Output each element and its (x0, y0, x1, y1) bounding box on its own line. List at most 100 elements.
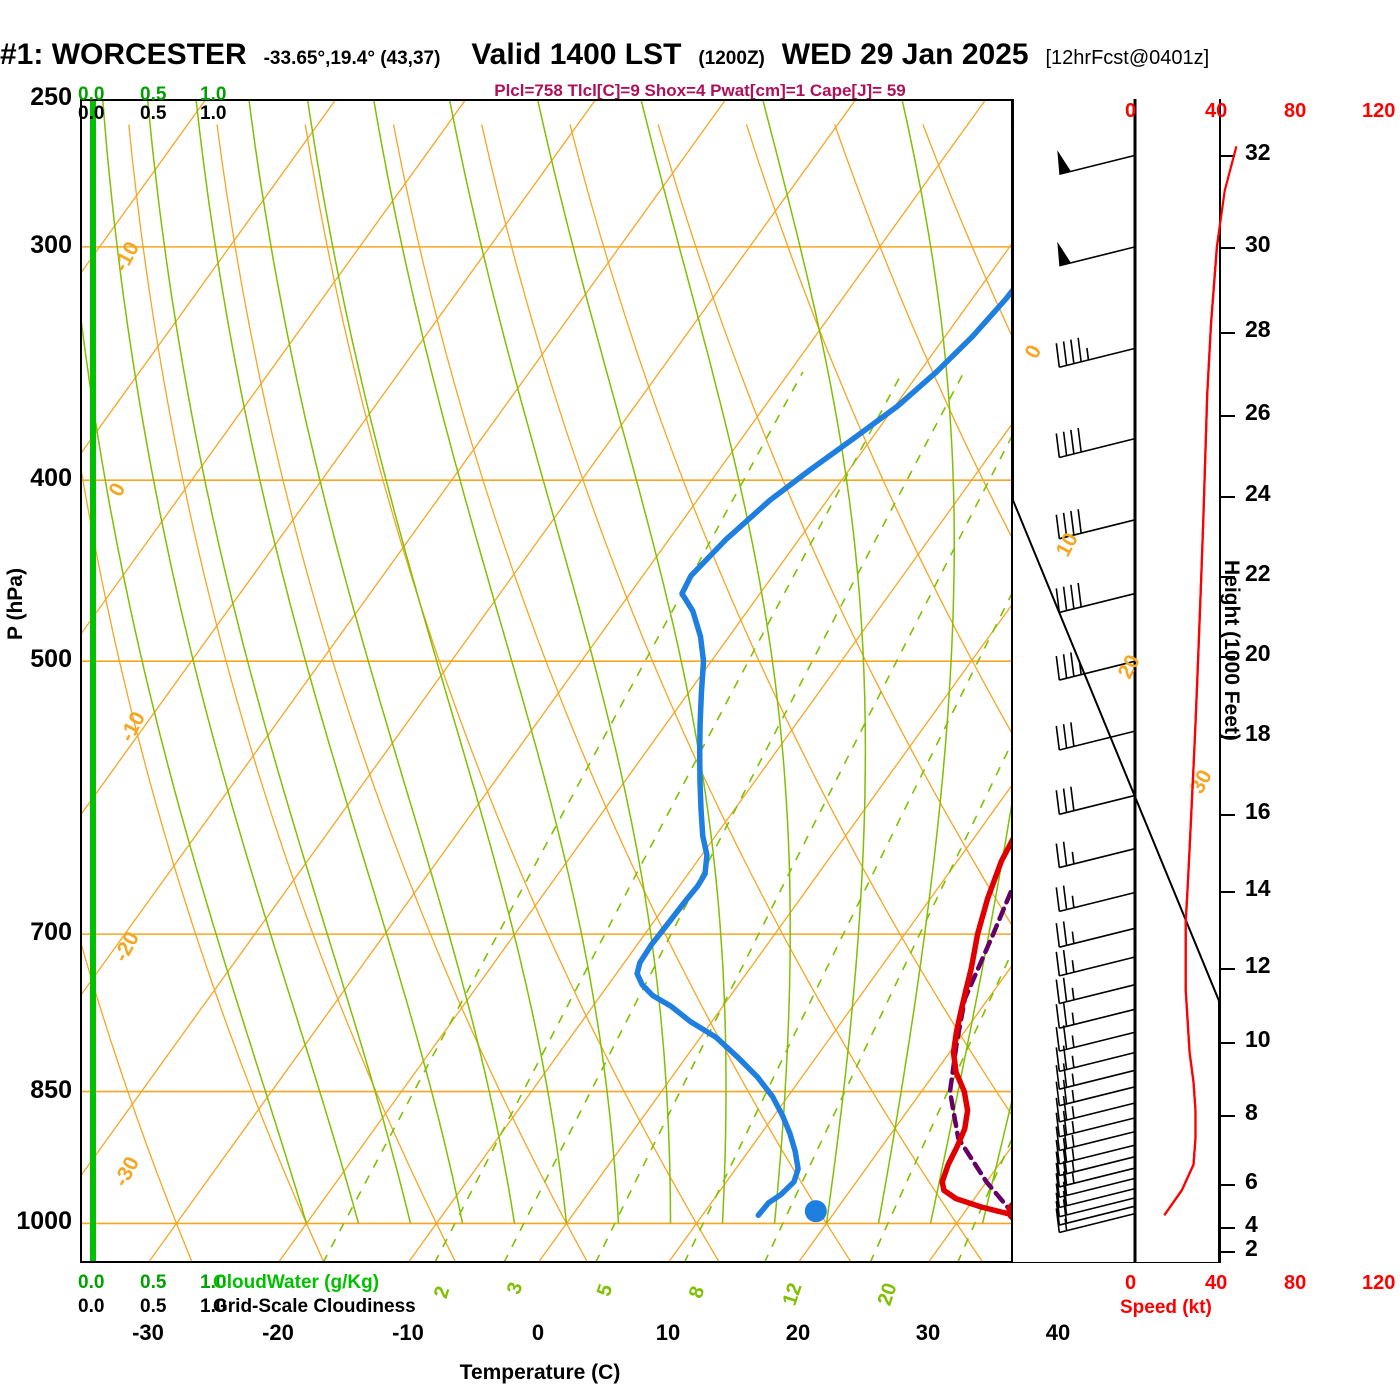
wind-barb (1057, 241, 1136, 267)
temperature-tick--10: -10 (392, 1320, 424, 1345)
cloudiness-tick-bottom-0: 0.0 (78, 1296, 105, 1317)
temperature-tick--30: -30 (132, 1320, 164, 1345)
wind-barb (1055, 885, 1136, 913)
height-tick-22: 22 (1245, 559, 1271, 586)
height-tick-10: 10 (1245, 1026, 1271, 1053)
pressure-tick-250: 250 (30, 83, 72, 111)
height-tick-16: 16 (1245, 798, 1271, 825)
height-tick-mark-2 (1221, 1251, 1235, 1254)
wind-speed-profile (1163, 216, 1220, 1216)
temperature-axis-label: Temperature (C) (459, 1361, 621, 1384)
height-tick-24: 24 (1245, 480, 1271, 507)
sounding-stats: Plcl=758 Tlcl[C]=9 Shox=4 Pwat[cm]=1 Cap… (494, 81, 906, 100)
mixing-ratio-label-1: 3 (502, 1279, 528, 1298)
height-tick-mark-14 (1221, 891, 1235, 894)
wind-barb (1057, 150, 1136, 176)
wind-barb (1055, 722, 1136, 751)
speed-tick-top-0: 0 (1125, 100, 1137, 122)
wind-barb (1055, 841, 1136, 869)
wind-barb (1055, 1002, 1136, 1029)
station-title: #1: WORCESTER (0, 38, 247, 71)
cloudiness-tick-top-0: 0.0 (78, 103, 105, 124)
height-tick-mark-30 (1221, 246, 1235, 249)
height-tick-2: 2 (1245, 1235, 1258, 1262)
wind-barb (1055, 1190, 1136, 1218)
temperature-tick--20: -20 (262, 1320, 294, 1345)
cloudiness-tick-top-1: 0.5 (140, 103, 167, 124)
wind-barb (1055, 1199, 1136, 1226)
height-tick-18: 18 (1245, 719, 1271, 746)
wind-barb-panel (1013, 99, 1220, 1263)
height-axis-label: Height (1000 Feet) (1220, 560, 1243, 741)
pressure-tick-400: 400 (30, 464, 72, 493)
wind-barb (1055, 1063, 1136, 1090)
height-tick-mark-22 (1221, 575, 1235, 578)
wind-barb (1055, 1161, 1136, 1188)
wind-barb-canvas (1013, 99, 1220, 1263)
speed-tick-top-80: 80 (1284, 100, 1307, 122)
valid-time: Valid 1400 LST (471, 38, 682, 71)
valid-date: WED 29 Jan 2025 (781, 38, 1029, 71)
cloudiness-legend: Grid-Scale Cloudiness (213, 1296, 416, 1317)
wind-barb (1055, 949, 1136, 977)
pressure-tick-500: 500 (30, 645, 72, 674)
wind-barb (1055, 1110, 1136, 1138)
height-tick-8: 8 (1245, 1099, 1258, 1126)
height-tick-mark-8 (1221, 1115, 1235, 1118)
mixing-ratio-label-2: 5 (592, 1281, 618, 1300)
height-tick-6: 6 (1245, 1167, 1258, 1194)
wind-barb (1055, 582, 1136, 614)
cloudwater-tick-top-0: 0.0 (78, 84, 105, 105)
height-tick-28: 28 (1245, 315, 1271, 342)
height-tick-mark-16 (1221, 814, 1235, 817)
speed-tick-bottom-0: 0 (1125, 1272, 1137, 1294)
pressure-tick-700: 700 (30, 918, 72, 947)
wind-barb (1055, 1171, 1136, 1199)
skewt-canvas (82, 101, 1011, 1261)
height-tick-mark-20 (1221, 656, 1235, 659)
cloudwater-tick-bottom-0: 0.0 (78, 1272, 105, 1293)
wind-barb (1055, 786, 1136, 816)
temperature-tick-0: 0 (531, 1320, 545, 1345)
cloudwater-tick-bottom-1: 0.5 (140, 1272, 167, 1293)
station-coordinates: -33.65°,19.4° (43,37) (263, 48, 441, 69)
height-tick-20: 20 (1245, 640, 1271, 667)
forecast-stamp: [12hrFcst@0401z] (1045, 47, 1210, 69)
wind-barb (1055, 1025, 1136, 1052)
cloudwater-legend: CloudWater (g/Kg) (213, 1272, 380, 1293)
wind-barb (1055, 1181, 1136, 1209)
speed-tick-bottom-80: 80 (1284, 1272, 1307, 1294)
cloudwater-tick-top-1: 0.5 (140, 84, 167, 105)
mixing-ratio-label-3: 8 (684, 1283, 710, 1302)
cloudwater-tick-top-2: 1.0 (200, 84, 227, 105)
mixing-ratio-label-5: 20 (873, 1280, 902, 1309)
height-tick-mark-10 (1221, 1042, 1235, 1045)
speed-tick-top-120: 120 (1362, 100, 1396, 122)
cloudwater-tick-bottom-2: 1.0 (200, 1272, 227, 1293)
height-tick-4: 4 (1245, 1211, 1258, 1238)
wind-barb (1055, 337, 1136, 369)
cloudiness-tick-bottom-1: 0.5 (140, 1296, 167, 1317)
height-tick-mark-4 (1221, 1227, 1235, 1230)
wind-barb (1055, 1045, 1136, 1073)
skewt-plot (80, 99, 1013, 1263)
wind-barb (1055, 509, 1136, 540)
valid-time-utc: (1200Z) (698, 48, 765, 69)
height-tick-14: 14 (1245, 875, 1271, 902)
height-tick-mark-28 (1221, 331, 1235, 334)
wind-barb (1055, 1095, 1136, 1123)
height-tick-30: 30 (1245, 230, 1271, 257)
height-tick-mark-6 (1221, 1183, 1235, 1186)
speed-tick-top-40: 40 (1205, 100, 1228, 122)
temperature-tick-40: 40 (1045, 1320, 1071, 1345)
height-tick-32: 32 (1245, 139, 1271, 166)
wind-barb (1055, 1079, 1136, 1107)
pressure-tick-850: 850 (30, 1075, 72, 1104)
temperature-tick-10: 10 (655, 1320, 681, 1345)
speed-axis-label: Speed (kt) (1120, 1297, 1212, 1318)
wind-barb (1055, 921, 1136, 948)
speed-tick-bottom-40: 40 (1205, 1272, 1228, 1294)
height-tick-mark-32 (1221, 155, 1235, 158)
wind-barb (1055, 427, 1136, 459)
cloudiness-tick-bottom-2: 1.0 (200, 1296, 227, 1317)
